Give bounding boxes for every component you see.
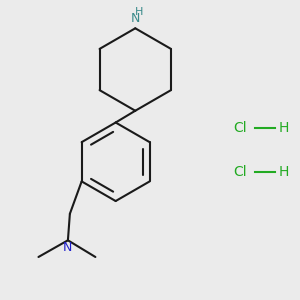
Text: N: N [130, 12, 140, 26]
Text: H: H [279, 165, 289, 178]
Text: N: N [63, 241, 73, 254]
Text: Cl: Cl [233, 165, 247, 178]
Text: H: H [279, 122, 289, 135]
Text: Cl: Cl [233, 122, 247, 135]
Text: H: H [135, 7, 143, 16]
